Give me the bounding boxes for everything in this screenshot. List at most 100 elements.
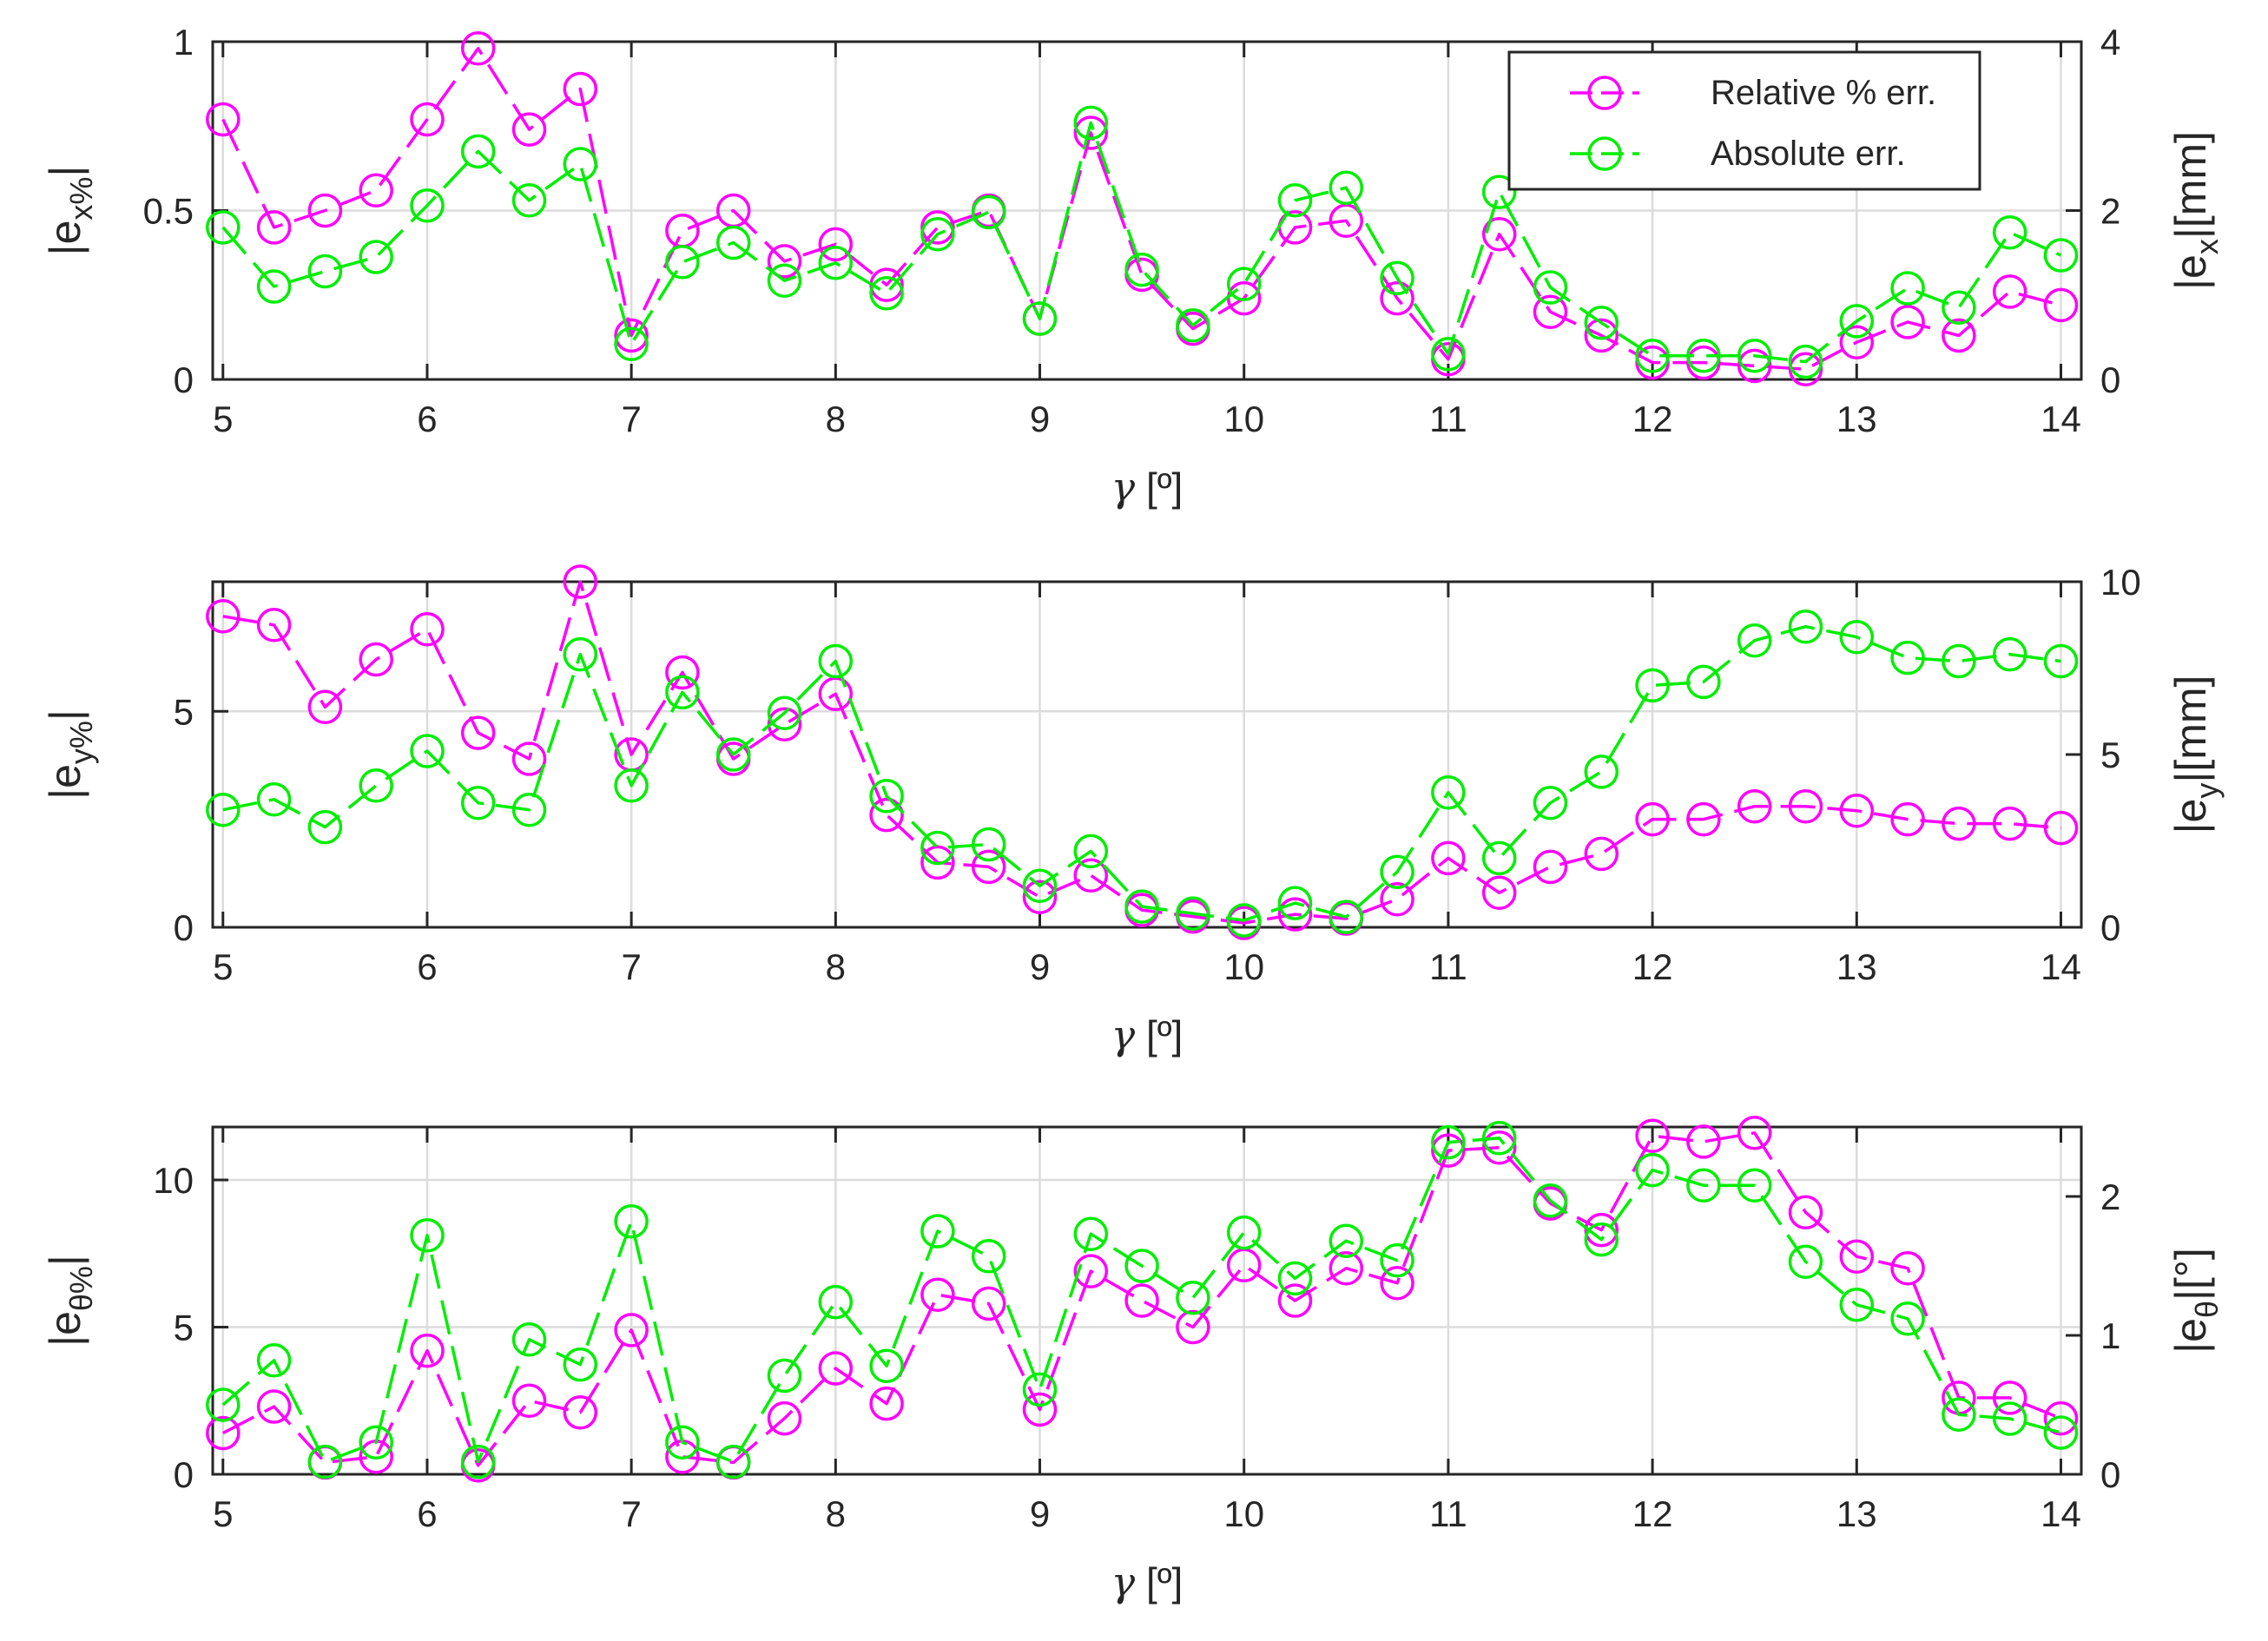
data-point-relative xyxy=(256,608,292,643)
data-point-relative xyxy=(256,210,292,245)
data-point-absolute xyxy=(1788,609,1823,644)
data-point-absolute xyxy=(359,240,393,274)
data-point-relative xyxy=(1737,348,1772,384)
x-tick-label: 7 xyxy=(621,1493,641,1534)
data-point-relative xyxy=(1788,1195,1823,1230)
x-tick-label: 5 xyxy=(213,946,233,987)
x-tick-label: 14 xyxy=(2041,946,2081,987)
x-tick-label: 13 xyxy=(1836,1493,1877,1534)
y-right-axis-label: |eθ|[°] xyxy=(2166,1248,2225,1354)
data-point-relative xyxy=(206,1415,241,1451)
y-right-axis-label: |ey|[mm] xyxy=(2166,676,2225,834)
y-left-axis-label: |eθ%| xyxy=(41,1255,99,1347)
data-point-absolute xyxy=(1328,1223,1364,1258)
data-point-absolute xyxy=(715,1444,751,1480)
data-point-relative xyxy=(1788,352,1823,387)
y-left-axis-label: |ex%| xyxy=(41,166,99,256)
data-point-relative xyxy=(460,31,496,66)
x-tick-label: 10 xyxy=(1223,1493,1264,1534)
data-point-absolute xyxy=(1788,344,1823,379)
data-point-absolute xyxy=(1686,339,1721,373)
data-point-relative xyxy=(1380,1265,1414,1301)
data-point-absolute xyxy=(971,827,1006,862)
x-tick-label: 10 xyxy=(1223,946,1264,987)
data-point-absolute xyxy=(1942,290,1976,326)
data-point-absolute xyxy=(2043,238,2079,273)
y-right-tick-label: 1 xyxy=(2100,1315,2120,1356)
data-point-relative xyxy=(869,1386,904,1421)
data-point-relative xyxy=(1584,1212,1619,1248)
data-point-absolute xyxy=(563,1347,598,1382)
x-axis-label-space xyxy=(1135,465,1146,510)
x-axis-label-unit: [º] xyxy=(1146,1559,1183,1605)
x-tick-label: 7 xyxy=(621,399,641,439)
x-axis-label: γ [º] xyxy=(1111,1012,1183,1058)
y-right-axis-label-base: |e xyxy=(2166,254,2215,290)
data-point-relative xyxy=(1737,788,1772,824)
series-absolute xyxy=(206,609,2079,938)
y-left-tick-label: 0.5 xyxy=(143,191,194,232)
y-left-axis-label-subscript: x% xyxy=(63,177,99,221)
x-tick-label: 13 xyxy=(1836,946,1877,987)
data-point-absolute xyxy=(1533,270,1568,305)
data-point-relative xyxy=(307,689,343,725)
series-line-absolute xyxy=(222,624,2061,922)
data-point-relative xyxy=(307,193,343,228)
data-point-absolute xyxy=(920,216,955,252)
data-point-absolute xyxy=(1942,1397,1976,1432)
x-tick-label: 8 xyxy=(826,1493,846,1534)
x-tick-label: 11 xyxy=(1429,1493,1467,1534)
data-point-relative xyxy=(1022,880,1058,914)
data-point-relative xyxy=(410,102,445,137)
y-left-tick-label: 10 xyxy=(153,1160,194,1201)
data-point-relative xyxy=(971,1286,1006,1321)
data-point-relative xyxy=(563,564,598,599)
data-point-absolute xyxy=(1277,183,1313,218)
data-point-absolute xyxy=(665,245,700,280)
data-point-absolute xyxy=(818,246,854,280)
data-point-absolute xyxy=(307,254,343,289)
data-point-relative xyxy=(1431,840,1466,876)
data-point-relative xyxy=(1942,318,1976,353)
x-axis-label-unit: [º] xyxy=(1146,1012,1183,1058)
data-point-relative xyxy=(1533,849,1568,885)
series-absolute xyxy=(206,1121,2079,1480)
x-axis-label-symbol: γ xyxy=(1111,1012,1136,1058)
data-point-absolute xyxy=(1380,854,1414,890)
data-point-relative xyxy=(1584,836,1619,872)
data-point-relative xyxy=(1022,1392,1058,1427)
data-point-absolute xyxy=(1839,619,1875,655)
data-point-relative xyxy=(1686,1124,1721,1159)
y-left-axis-label-subscript: y% xyxy=(63,721,99,764)
x-tick-label: 9 xyxy=(1030,399,1050,439)
y-left-tick-label: 5 xyxy=(174,691,194,732)
legend: Relative % err. Absolute err. xyxy=(1507,50,1981,191)
data-point-absolute xyxy=(256,781,292,817)
data-point-absolute xyxy=(1124,252,1159,287)
data-point-absolute xyxy=(1226,903,1262,938)
data-point-relative xyxy=(410,611,445,647)
data-point-absolute xyxy=(206,210,241,245)
data-point-relative xyxy=(1073,1254,1109,1288)
y-left-axis-label-subscript: θ% xyxy=(63,1266,99,1311)
data-point-absolute xyxy=(256,1343,292,1378)
data-point-absolute xyxy=(920,830,955,866)
y-left-tick-label: 0 xyxy=(174,359,194,400)
data-point-absolute xyxy=(1584,306,1619,340)
legend-marker-relative xyxy=(1587,76,1622,110)
data-point-relative xyxy=(767,1400,802,1436)
data-point-relative xyxy=(1073,858,1109,893)
data-point-absolute xyxy=(1431,337,1466,372)
x-tick-label: 12 xyxy=(1632,1493,1673,1534)
x-tick-label: 6 xyxy=(417,946,437,987)
data-point-relative xyxy=(563,1395,598,1430)
data-point-absolute xyxy=(1380,260,1414,296)
data-point-relative xyxy=(206,102,241,137)
legend-label-relative: Relative % err. xyxy=(1711,74,1936,112)
data-point-relative xyxy=(1380,280,1414,316)
x-tick-label: 11 xyxy=(1429,946,1467,987)
